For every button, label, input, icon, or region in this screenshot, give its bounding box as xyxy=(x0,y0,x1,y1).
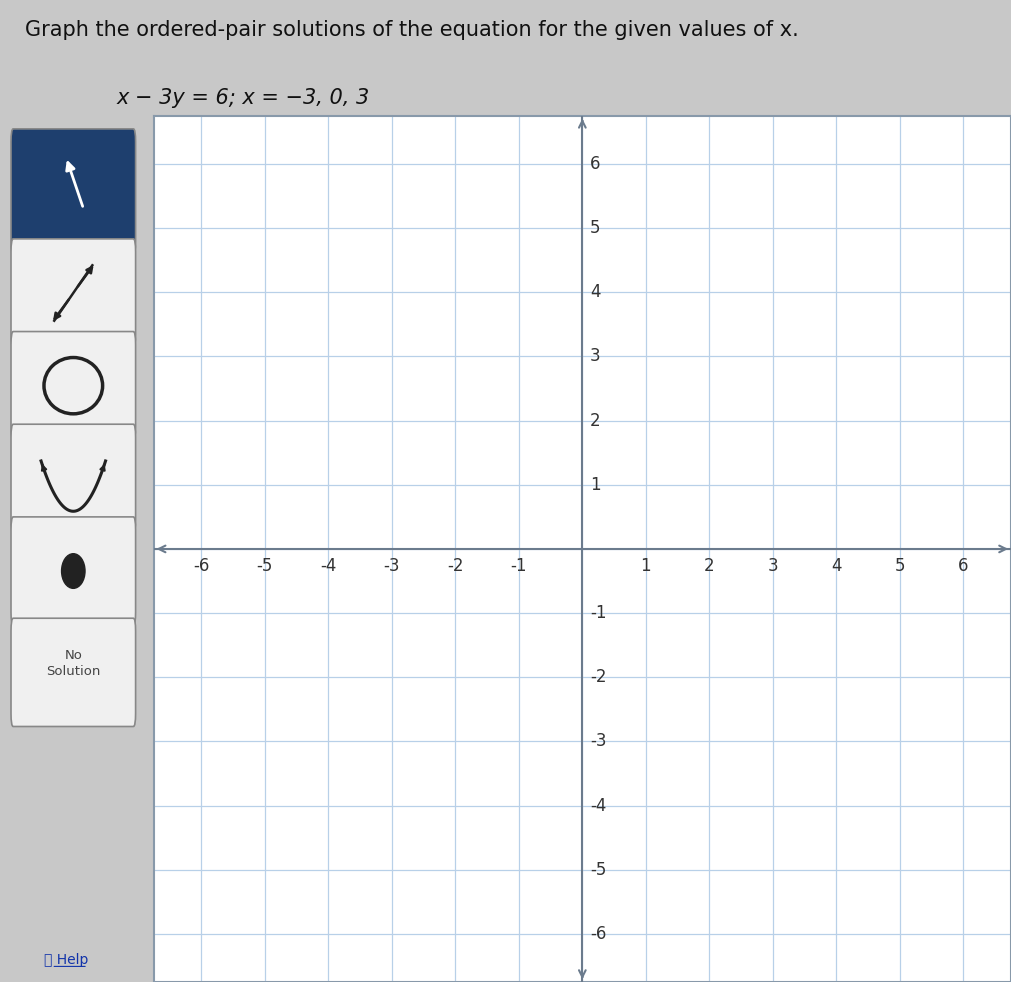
FancyBboxPatch shape xyxy=(11,332,135,440)
FancyBboxPatch shape xyxy=(11,239,135,347)
Text: 3: 3 xyxy=(590,348,601,365)
Text: 6: 6 xyxy=(590,155,601,173)
FancyBboxPatch shape xyxy=(11,129,135,254)
Text: -4: -4 xyxy=(590,796,607,814)
Text: -3: -3 xyxy=(383,557,400,574)
Text: ⓘ Help: ⓘ Help xyxy=(43,954,88,967)
Ellipse shape xyxy=(62,554,85,588)
Text: 5: 5 xyxy=(590,219,601,237)
Text: 2: 2 xyxy=(704,557,715,574)
FancyBboxPatch shape xyxy=(11,517,135,626)
Text: 5: 5 xyxy=(895,557,905,574)
Text: 2: 2 xyxy=(590,411,601,429)
Text: x − 3y = 6; x = −3, 0, 3: x − 3y = 6; x = −3, 0, 3 xyxy=(116,88,369,108)
FancyBboxPatch shape xyxy=(11,619,135,727)
Text: 1: 1 xyxy=(590,476,601,494)
Text: 6: 6 xyxy=(958,557,969,574)
Text: -3: -3 xyxy=(590,733,607,750)
Text: No
Solution: No Solution xyxy=(47,649,100,679)
Text: -4: -4 xyxy=(320,557,337,574)
Text: -5: -5 xyxy=(590,861,607,879)
Text: Graph the ordered-pair solutions of the equation for the given values of x.: Graph the ordered-pair solutions of the … xyxy=(25,21,799,40)
Text: -6: -6 xyxy=(193,557,209,574)
Text: 3: 3 xyxy=(767,557,778,574)
Text: 4: 4 xyxy=(590,284,601,301)
Text: 1: 1 xyxy=(641,557,651,574)
FancyBboxPatch shape xyxy=(11,424,135,532)
Text: -2: -2 xyxy=(447,557,464,574)
Text: -5: -5 xyxy=(257,557,273,574)
Text: 4: 4 xyxy=(831,557,841,574)
Text: -1: -1 xyxy=(511,557,527,574)
Text: -2: -2 xyxy=(590,669,607,686)
Text: -1: -1 xyxy=(590,604,607,622)
Text: -6: -6 xyxy=(590,925,607,943)
